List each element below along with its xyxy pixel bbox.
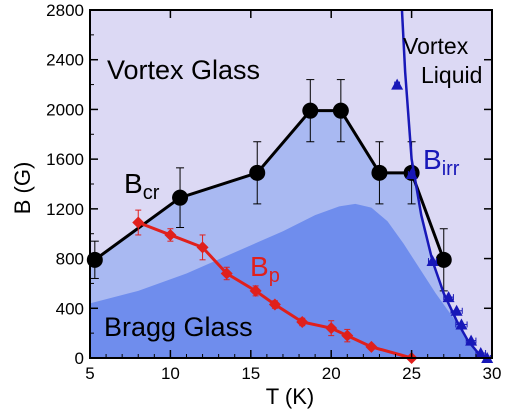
y-axis-title: B (G) (10, 162, 35, 215)
y-tick-label: 1600 (46, 150, 84, 169)
x-tick-label: 15 (241, 364, 260, 383)
x-tick-label: 10 (161, 364, 180, 383)
series-label-bp-sub: p (269, 265, 280, 287)
series-label-birr: Birr (423, 144, 460, 180)
bcr-point (371, 164, 388, 181)
bcr-point (435, 251, 452, 268)
y-tick-label: 2400 (46, 51, 84, 70)
x-tick-label: 5 (85, 364, 94, 383)
series-label-birr-main: B (423, 144, 442, 175)
birr-point (450, 304, 463, 316)
region-label-liquid: Liquid (421, 62, 482, 88)
y-tick-label: 1200 (46, 200, 84, 219)
bp-point (365, 340, 378, 353)
bp-point (249, 284, 262, 297)
bp-point (296, 315, 309, 328)
bp-point (132, 216, 145, 229)
birr-point (405, 168, 418, 180)
series-label-bcr: Bcr (124, 168, 160, 204)
bcr-point (332, 102, 349, 119)
bp-point (268, 298, 281, 311)
region-label-vortex: Vortex (403, 33, 469, 59)
region-label-bragg-glass: Bragg Glass (104, 312, 253, 342)
birr-point (465, 334, 478, 346)
axes-layer: 5 10 15 20 25 30 0 400 800 1200 1600 2000 2400 2800 (46, 1, 501, 383)
bp-point (164, 228, 177, 241)
birr-point (455, 318, 468, 330)
birr-point (391, 78, 404, 90)
x-tick-label: 25 (402, 364, 421, 383)
x-tick-label: 30 (483, 364, 502, 383)
series-label-bp-main: B (250, 251, 269, 282)
region-label-vortex-glass: Vortex Glass (107, 55, 260, 85)
bragg-glass-region (90, 203, 484, 358)
region-fill-layer (90, 110, 488, 359)
x-axis-title: T (K) (266, 384, 314, 409)
x-tick-label: 20 (322, 364, 341, 383)
bp-point (196, 241, 209, 254)
bcr-point (172, 189, 189, 206)
bp-point (341, 329, 354, 342)
y-tick-label: 2800 (46, 1, 84, 20)
y-tick-label: 800 (56, 250, 84, 269)
series-layer (86, 9, 494, 364)
bp-point (325, 322, 338, 335)
y-tick-label: 0 (75, 349, 84, 368)
y-tick-label: 2000 (46, 100, 84, 119)
bp-point (220, 267, 233, 280)
bcr-point (302, 102, 319, 119)
series-label-birr-sub: irr (442, 158, 460, 180)
birr-point (426, 255, 439, 267)
birr-line (400, 9, 488, 360)
birr-point (442, 291, 455, 303)
series-label-bcr-sub: cr (143, 182, 160, 204)
bcr-point (249, 164, 266, 181)
y-tick-label: 400 (56, 299, 84, 318)
label-layer: Vortex Glass Vortex Liquid Bragg Glass B… (10, 33, 482, 409)
series-label-bp: Bp (250, 251, 280, 287)
series-label-bcr-main: B (124, 168, 143, 199)
